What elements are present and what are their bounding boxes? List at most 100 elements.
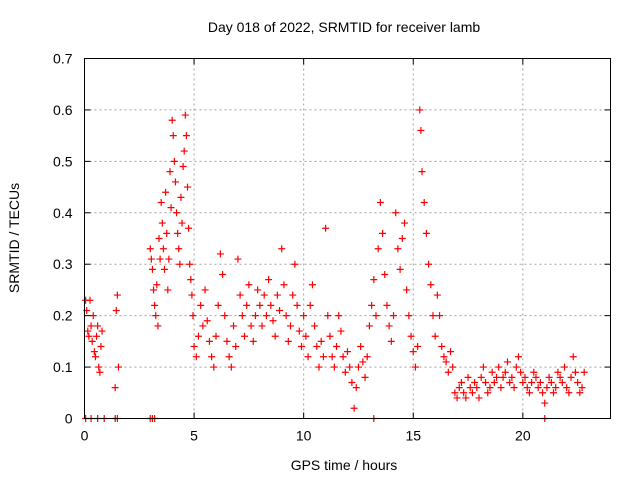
- x-tick-label: 0: [81, 428, 89, 444]
- data-point: [346, 363, 354, 371]
- data-point: [146, 245, 154, 253]
- data-point: [560, 363, 568, 371]
- data-point: [230, 322, 238, 330]
- data-point: [208, 353, 216, 361]
- data-point: [512, 363, 520, 371]
- data-point: [383, 301, 391, 309]
- data-point: [330, 363, 338, 371]
- data-point: [186, 260, 194, 268]
- data-point: [306, 301, 314, 309]
- data-point: [221, 312, 229, 320]
- grid-lines: [84, 58, 611, 419]
- data-point: [523, 384, 531, 392]
- data-point: [444, 368, 452, 376]
- data-point: [236, 291, 244, 299]
- data-point: [203, 317, 211, 325]
- data-point: [490, 379, 498, 386]
- data-point: [265, 276, 273, 284]
- data-point: [114, 363, 122, 371]
- data-point: [262, 312, 270, 320]
- data-point: [552, 384, 560, 392]
- data-point: [247, 322, 255, 330]
- data-point: [89, 312, 97, 320]
- data-point: [313, 343, 321, 350]
- data-point: [97, 343, 105, 350]
- data-point: [88, 337, 96, 345]
- data-point: [547, 379, 555, 386]
- data-point: [113, 291, 121, 299]
- data-point: [409, 348, 417, 356]
- data-point: [112, 307, 120, 314]
- data-point: [536, 379, 544, 386]
- data-point: [152, 312, 160, 320]
- data-point: [199, 322, 207, 330]
- data-point: [150, 286, 158, 294]
- data-point: [390, 312, 398, 320]
- data-point: [440, 353, 448, 361]
- data-point: [232, 343, 240, 350]
- data-point: [482, 379, 490, 386]
- data-point: [185, 224, 193, 232]
- data-point: [563, 384, 571, 392]
- x-tick-label: 5: [190, 428, 198, 444]
- data-point: [556, 373, 564, 381]
- data-point: [427, 281, 435, 289]
- data-point: [442, 358, 450, 366]
- data-point: [91, 353, 99, 361]
- data-point: [300, 312, 308, 320]
- data-point: [521, 373, 529, 381]
- data-point: [251, 312, 259, 320]
- data-point: [344, 348, 351, 356]
- data-point: [187, 276, 195, 284]
- chart-title: Day 018 of 2022, SRMTID for receiver lam…: [208, 19, 481, 35]
- data-point: [420, 199, 428, 206]
- data-point: [379, 229, 387, 237]
- data-point: [154, 322, 162, 330]
- data-point: [158, 219, 166, 227]
- data-point: [558, 379, 566, 386]
- data-point: [165, 255, 173, 263]
- data-point: [271, 332, 279, 340]
- data-point: [169, 132, 177, 140]
- data-point: [495, 363, 503, 371]
- data-point: [287, 322, 295, 330]
- data-point: [550, 389, 558, 397]
- data-point: [194, 332, 202, 340]
- data-point: [398, 235, 406, 242]
- data-point: [387, 337, 395, 345]
- data-point: [462, 394, 470, 402]
- data-point: [96, 368, 104, 376]
- data-point: [95, 363, 103, 371]
- data-point: [484, 389, 492, 397]
- data-point: [499, 373, 507, 381]
- data-point: [249, 337, 257, 345]
- data-point: [473, 384, 481, 392]
- data-point: [471, 379, 479, 386]
- data-point: [175, 245, 183, 253]
- data-point: [171, 178, 179, 186]
- data-point: [190, 343, 198, 350]
- data-point: [503, 358, 511, 366]
- data-point: [94, 322, 102, 330]
- data-point: [293, 301, 301, 309]
- data-point: [201, 286, 209, 294]
- data-point: [414, 343, 422, 350]
- data-point: [308, 281, 316, 289]
- data-point: [571, 368, 579, 376]
- data-point: [447, 348, 455, 356]
- data-point: [576, 389, 584, 397]
- data-point: [111, 384, 119, 392]
- data-point: [396, 265, 404, 273]
- data-point: [335, 312, 343, 320]
- data-point: [519, 379, 527, 386]
- data-point: [164, 286, 172, 294]
- data-point: [273, 291, 281, 299]
- data-point: [517, 368, 525, 376]
- y-tick-label: 0.5: [53, 153, 73, 169]
- data-point: [436, 312, 444, 320]
- data-point: [416, 106, 424, 114]
- data-point: [160, 265, 168, 273]
- data-point: [464, 373, 472, 381]
- data-point: [189, 312, 197, 320]
- data-point: [486, 384, 494, 392]
